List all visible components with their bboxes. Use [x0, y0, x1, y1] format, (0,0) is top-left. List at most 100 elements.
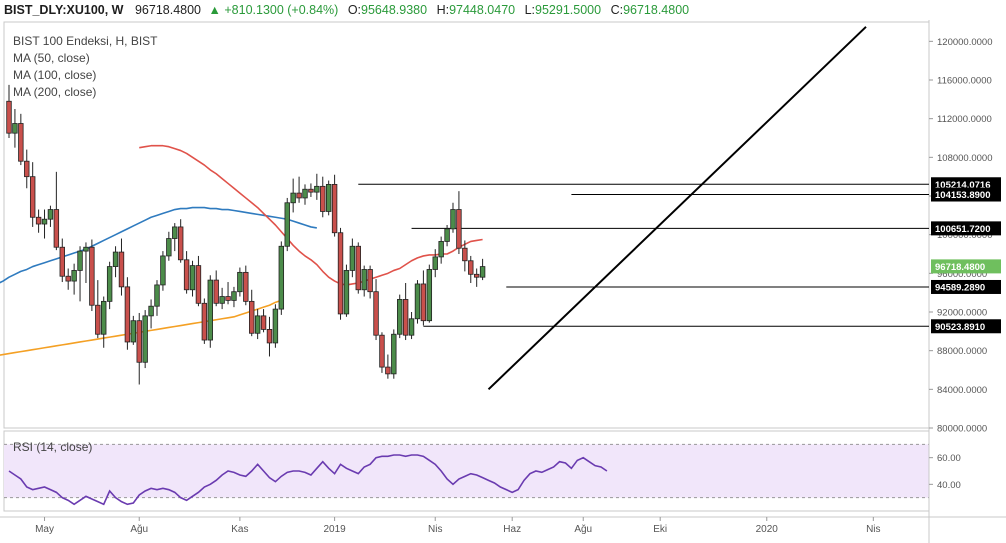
candle	[438, 236, 444, 264]
candle	[172, 223, 178, 252]
candle-body	[148, 305, 154, 317]
candle	[420, 270, 427, 326]
candle	[148, 299, 154, 329]
candle	[266, 316, 273, 357]
candle-body	[130, 320, 137, 343]
open-value: 95648.9380	[361, 3, 428, 17]
candle	[325, 180, 332, 216]
candle-body	[12, 123, 18, 134]
candle-body	[95, 304, 101, 335]
candle	[444, 225, 450, 247]
candle-body	[177, 226, 184, 261]
candle	[373, 279, 379, 341]
time-axis-label: Haz	[503, 524, 521, 535]
candle-body	[296, 192, 302, 199]
candle	[408, 312, 415, 340]
rsi-band	[4, 444, 929, 498]
candle-body	[160, 255, 166, 286]
time-axis-label: 2019	[323, 524, 346, 535]
candle-body	[426, 269, 433, 322]
time-axis-label: 2020	[756, 524, 779, 535]
candle-body	[183, 259, 190, 291]
candle-body	[112, 251, 119, 267]
candle-body	[172, 226, 178, 239]
price-axis-label: 88000.0000	[937, 346, 987, 357]
candle	[213, 270, 219, 307]
candle-body	[385, 366, 391, 375]
candle-body	[254, 315, 261, 334]
candle	[112, 246, 119, 278]
rsi-axis-label: 60.00	[937, 453, 961, 464]
candle	[160, 251, 166, 291]
price-axis-label: 108000.0000	[937, 153, 992, 164]
candle	[450, 202, 456, 233]
candle-body	[89, 246, 95, 306]
candle	[456, 191, 462, 254]
candle	[361, 265, 367, 297]
time-axis-label: Nis	[866, 524, 880, 535]
candle-body	[136, 320, 142, 363]
candle-body	[414, 283, 421, 320]
candle	[290, 178, 296, 213]
candle	[249, 289, 255, 337]
candle	[349, 238, 356, 278]
candle-body	[320, 185, 326, 212]
symbol-title[interactable]: BIST_DLY:XU100, W	[4, 3, 124, 17]
candle-body	[343, 270, 350, 315]
candle-body	[47, 209, 54, 220]
candle-body	[284, 202, 290, 247]
candle-body	[266, 328, 273, 344]
candle	[95, 280, 101, 339]
candle-body	[18, 123, 24, 162]
candle-body	[41, 218, 48, 225]
high-label: H:	[436, 3, 450, 17]
candle	[254, 309, 261, 340]
candle	[29, 162, 36, 227]
price-change: +810.1300 (+0.84%)	[224, 3, 339, 17]
trend-line[interactable]	[487, 26, 867, 391]
price-pane[interactable]	[3, 21, 930, 429]
up-arrow-icon: ▲	[208, 3, 221, 17]
candle-body	[35, 216, 42, 225]
high-value: 97448.0470	[449, 3, 516, 17]
candle-body	[367, 269, 373, 293]
level-tag-label: 104153.8900	[935, 190, 990, 201]
candle	[219, 287, 225, 310]
candle-body	[479, 266, 486, 278]
candle-body	[397, 299, 403, 335]
candle-body	[260, 315, 267, 330]
price-axis-label: 120000.0000	[937, 37, 992, 48]
price-axis-label: 84000.0000	[937, 385, 987, 396]
candle-body	[225, 296, 231, 301]
candle	[195, 255, 202, 307]
candle	[402, 283, 409, 341]
candle	[118, 238, 125, 296]
candle-body	[420, 283, 427, 322]
legend-ma100: MA (100, close)	[13, 68, 96, 82]
price-chart[interactable]: 80000.0000 84000.0000 88000.0000 92000.0000…	[0, 20, 1006, 543]
candle-body	[249, 300, 255, 334]
candle-body	[379, 334, 385, 368]
candle-body	[314, 185, 320, 193]
candle-body	[473, 273, 480, 278]
candle-body	[24, 160, 30, 178]
candle-body	[450, 209, 456, 230]
candle-body	[29, 176, 36, 218]
time-axis-label: Ağu	[574, 524, 592, 535]
candle-body	[77, 250, 83, 271]
candle-body	[272, 308, 279, 344]
legend-ma50: MA (50, close)	[13, 51, 90, 65]
candle	[142, 310, 148, 369]
candle	[302, 184, 308, 205]
time-axis-label: Nis	[428, 524, 442, 535]
legend-ma200: MA (200, close)	[13, 85, 96, 99]
candle	[284, 197, 290, 252]
candle-body	[278, 245, 285, 310]
ma100-line	[0, 206, 317, 284]
candle-body	[207, 279, 213, 341]
candle	[189, 260, 196, 297]
candle-body	[213, 279, 219, 304]
candle	[367, 265, 373, 299]
candle	[89, 239, 95, 312]
candle	[237, 267, 243, 297]
